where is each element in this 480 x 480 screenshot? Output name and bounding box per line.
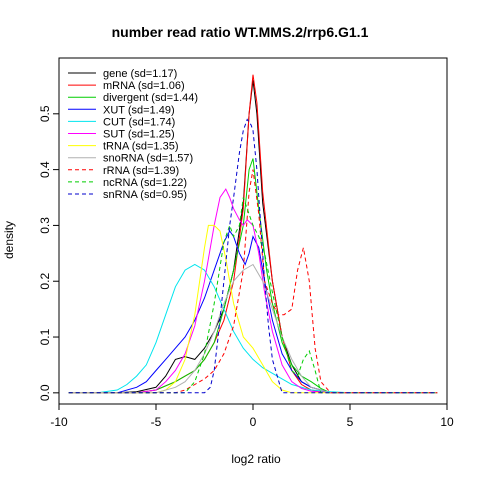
- x-axis-label: log2 ratio: [231, 452, 281, 466]
- y-axis: 0.0 0.1 0.2 0.3 0.4 0.5: [38, 105, 59, 401]
- series-line-7: [68, 263, 438, 394]
- x-tick-label: -10: [50, 415, 68, 429]
- legend-label: CUT (sd=1.74): [103, 116, 175, 128]
- legend-label: tRNA (sd=1.35): [103, 141, 179, 153]
- legend-label: ncRNA (sd=1.22): [103, 177, 187, 189]
- series-line-9: [68, 197, 438, 394]
- x-axis: -10 -5 0 5 10: [50, 404, 454, 429]
- chart-title: number read ratio WT.MMS.2/rrp6.G1.1: [112, 24, 369, 40]
- legend: gene (sd=1.17)mRNA (sd=1.06)divergent (s…: [68, 68, 198, 201]
- y-tick-label: 0.5: [38, 105, 52, 122]
- x-tick-label: 10: [440, 415, 454, 429]
- y-axis-label: density: [2, 221, 16, 259]
- series-lines: [68, 74, 438, 394]
- y-tick-label: 0.0: [38, 384, 52, 401]
- x-tick-label: 5: [347, 415, 354, 429]
- legend-label: mRNA (sd=1.06): [103, 80, 185, 92]
- legend-label: XUT (sd=1.49): [103, 104, 175, 116]
- legend-label: snoRNA (sd=1.57): [103, 153, 193, 165]
- series-line-3: [68, 230, 438, 394]
- y-tick-label: 0.2: [38, 273, 52, 290]
- series-line-4: [68, 263, 438, 394]
- x-tick-label: 0: [250, 415, 257, 429]
- legend-label: snRNA (sd=0.95): [103, 189, 187, 201]
- legend-label: rRNA (sd=1.39): [103, 165, 179, 177]
- y-tick-label: 0.3: [38, 217, 52, 234]
- series-line-5: [68, 188, 438, 394]
- y-tick-label: 0.1: [38, 328, 52, 345]
- series-line-2: [68, 158, 438, 394]
- y-tick-label: 0.4: [38, 161, 52, 178]
- x-tick-label: -5: [151, 415, 162, 429]
- legend-label: divergent (sd=1.44): [103, 92, 198, 104]
- series-line-8: [68, 169, 438, 394]
- series-line-6: [68, 224, 438, 394]
- series-line-10: [68, 118, 438, 394]
- legend-label: SUT (sd=1.25): [103, 129, 175, 141]
- legend-label: gene (sd=1.17): [103, 68, 177, 80]
